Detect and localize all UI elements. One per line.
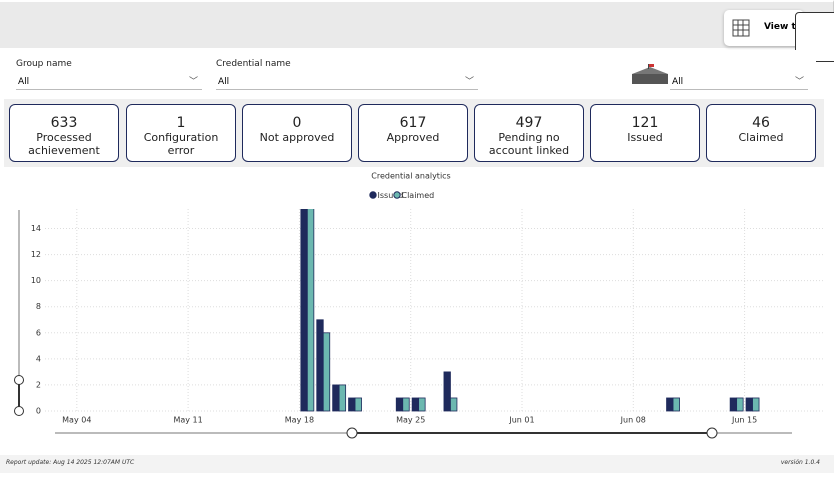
kpi-label: Pending no account linked xyxy=(488,131,570,157)
kpi-value: 46 xyxy=(752,115,770,131)
x-tick-label: May 11 xyxy=(173,416,202,425)
kpi-card: 121 Issued xyxy=(590,104,700,162)
header-bar xyxy=(0,0,834,48)
bar xyxy=(672,397,680,412)
kpi-value: 633 xyxy=(50,115,78,131)
kpi-value: 0 xyxy=(292,115,302,131)
bar xyxy=(306,209,315,412)
bar xyxy=(752,397,760,412)
bar xyxy=(395,397,404,412)
building-icon xyxy=(632,64,668,84)
chart-title: Credential analytics xyxy=(371,172,450,181)
legend-label: Issued xyxy=(378,191,404,200)
table-icon xyxy=(732,19,750,37)
bar xyxy=(729,397,738,412)
bar xyxy=(443,371,451,412)
y-tick-label: 14 xyxy=(31,224,41,233)
kpi-card: 46 Claimed xyxy=(706,104,816,162)
kpi-value: 617 xyxy=(399,115,427,131)
bar xyxy=(745,397,753,412)
kpi-value: 1 xyxy=(176,115,186,131)
filter-value: All xyxy=(18,77,30,87)
legend-swatch xyxy=(369,191,377,199)
kpi-card: 0 Not approved xyxy=(242,104,352,162)
kpi-label: Issued xyxy=(627,131,663,144)
bar xyxy=(450,397,458,412)
y-tick-label: 10 xyxy=(31,276,41,285)
y-tick-label: 6 xyxy=(36,328,41,337)
x-slider-handle[interactable] xyxy=(346,427,358,439)
bar xyxy=(338,384,347,412)
y-slider-handle[interactable] xyxy=(14,406,24,416)
kpi-card: 617 Approved xyxy=(358,104,468,162)
bar xyxy=(666,397,674,412)
legend-swatch xyxy=(393,191,401,199)
y-tick-label: 12 xyxy=(31,250,41,259)
y-tick-label: 2 xyxy=(36,380,41,389)
bar xyxy=(354,397,362,412)
x-tick-label: May 18 xyxy=(285,416,314,425)
kpi-card: 497 Pending no account linked xyxy=(474,104,584,162)
kpi-value: 497 xyxy=(515,115,543,131)
bar xyxy=(418,397,426,412)
footer: Report update: Aug 14 2025 12:07AM UTC v… xyxy=(0,455,834,473)
report-update: Report update: Aug 14 2025 12:07AM UTC xyxy=(6,459,135,466)
y-slider-handle[interactable] xyxy=(14,375,24,385)
bar xyxy=(736,397,744,412)
bar xyxy=(348,397,356,412)
bar xyxy=(411,397,420,412)
kpi-label: Not approved xyxy=(259,131,335,144)
bar xyxy=(300,209,308,412)
kpi-label: Configuration error xyxy=(143,131,219,157)
filter-dropdown[interactable]: All ﹀ xyxy=(216,74,478,90)
bar xyxy=(332,384,340,412)
kpi-card: 1 Configuration error xyxy=(126,104,236,162)
button-label: View tal xyxy=(764,22,804,32)
kpi-label: Processed achievement xyxy=(28,131,100,157)
legend-label: Claimed xyxy=(402,191,435,200)
filter-dropdown[interactable]: All ﹀ xyxy=(670,74,808,90)
filter-label: Group name xyxy=(16,59,72,69)
kpi-label: Approved xyxy=(386,131,440,144)
kpi-card: 633 Processed achievement xyxy=(9,104,119,162)
filter-value: All xyxy=(218,77,230,87)
filter-value: All xyxy=(672,77,684,87)
filter-panel: Group name All ﹀ Credential name All ﹀ All… xyxy=(4,50,816,97)
version: versión 1.0.4 xyxy=(780,459,820,466)
bar xyxy=(316,319,324,412)
bar xyxy=(402,397,410,412)
x-tick-label: Jun 15 xyxy=(731,416,757,425)
x-tick-label: May 25 xyxy=(396,416,425,425)
filter-label: Credential name xyxy=(216,59,291,69)
plot-area xyxy=(300,209,760,412)
y-tick-label: 8 xyxy=(36,302,41,311)
bar xyxy=(322,332,331,412)
y-tick-label: 0 xyxy=(36,407,41,416)
x-tick-label: May 04 xyxy=(62,416,91,425)
y-tick-label: 4 xyxy=(36,354,41,363)
view-table-button[interactable]: View tal xyxy=(724,10,804,46)
x-tick-label: Jun 01 xyxy=(508,416,534,425)
x-tick-label: Jun 08 xyxy=(620,416,646,425)
filter-dropdown[interactable]: All ﹀ xyxy=(16,74,202,90)
x-slider-handle[interactable] xyxy=(706,427,718,439)
kpi-label: Claimed xyxy=(738,131,784,144)
kpi-value: 121 xyxy=(631,115,659,131)
